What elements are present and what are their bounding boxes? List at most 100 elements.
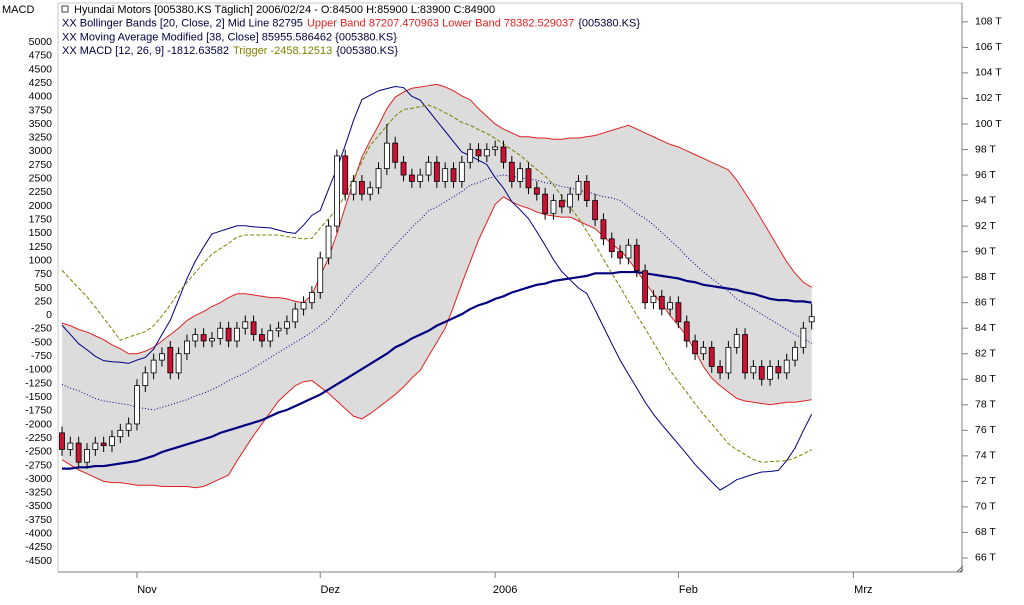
candle-body	[267, 330, 274, 342]
candle-body	[692, 340, 698, 355]
legend-line: XX Moving Average Modified [38, Close] 8…	[62, 31, 397, 43]
line-series	[61, 83, 812, 355]
candle-body	[625, 244, 632, 259]
y2-tick-label: 108 T	[975, 16, 1002, 28]
y2-tick-label: 78 T	[975, 399, 996, 411]
x-tick-label: Feb	[679, 584, 698, 596]
y-tick-label: -1500	[25, 391, 52, 403]
y2-tick-label: 86 T	[975, 296, 996, 308]
candle-body	[400, 161, 407, 176]
candle-body	[575, 181, 582, 195]
x-tick-label: Mrz	[854, 584, 872, 596]
y2-tick-label: 72 T	[975, 475, 996, 487]
x-tick-label: Dez	[320, 584, 340, 596]
y2-tick-label: 106 T	[975, 41, 1002, 53]
candle-body	[75, 442, 82, 463]
candle-body	[633, 244, 640, 272]
y2-tick-label: 98 T	[975, 143, 996, 155]
candle-body	[234, 327, 240, 342]
candle-body	[167, 346, 174, 374]
candle-body	[642, 270, 648, 304]
y-tick-label: 3750	[29, 104, 53, 116]
candle-body	[375, 168, 382, 189]
y-tick-label: -3000	[25, 473, 52, 485]
y-tick-label: 1250	[29, 241, 53, 253]
legend-text: XX Bollinger Bands [20, Close, 2] Mid Li…	[62, 18, 303, 30]
x-tick-label: Nov	[137, 584, 157, 596]
resize-grip	[956, 565, 964, 573]
candle-body	[300, 302, 307, 310]
legend-line: Hyundai Motors [005380.KS Täglich] 2006/…	[74, 4, 495, 16]
line-series	[61, 85, 813, 491]
y-tick-label: -1000	[25, 364, 52, 376]
candle-body	[67, 442, 74, 450]
y-tick-label: -1250	[25, 377, 52, 389]
y2-tick-label: 100 T	[975, 118, 1002, 130]
candle-body	[367, 187, 374, 195]
candle-body	[458, 161, 465, 182]
candle-body	[775, 366, 782, 374]
candle-body	[792, 346, 798, 361]
line-series	[61, 104, 812, 463]
y-tick-label: 2750	[29, 159, 53, 171]
y-tick-label: -500	[31, 336, 52, 348]
candle-body	[733, 334, 740, 348]
candle-body	[800, 327, 807, 348]
y2-tick-label: 80 T	[975, 373, 996, 385]
candle-body	[717, 366, 723, 374]
candle-body	[550, 200, 557, 214]
symbol-icon	[61, 5, 69, 13]
y-tick-label: -2000	[25, 418, 52, 430]
y-tick-label: -4500	[25, 555, 52, 567]
y2-tick-label: 94 T	[975, 194, 996, 206]
candle-body	[225, 327, 232, 342]
y2-tick-label: 88 T	[975, 271, 996, 283]
candle-body	[492, 146, 499, 150]
candle-body	[175, 353, 182, 374]
candle-body	[117, 429, 124, 438]
y-tick-label: 500	[34, 282, 52, 294]
y-tick-label: -3500	[25, 500, 52, 512]
candle-body	[284, 321, 290, 329]
legend-text: {005380.KS}	[578, 18, 640, 30]
y-tick-label: -4250	[25, 541, 52, 553]
candle-body	[750, 366, 757, 374]
y-tick-label: 4500	[29, 63, 53, 75]
y2-tick-label: 84 T	[975, 322, 996, 334]
y-tick-label: -750	[31, 350, 52, 362]
candle-body	[342, 155, 349, 195]
candle-body	[350, 181, 357, 195]
legend-text: {005380.KS}	[336, 45, 398, 57]
candle-body	[442, 168, 449, 182]
y-tick-label: 1500	[29, 227, 53, 239]
candle-body	[533, 187, 540, 195]
candle-body	[308, 292, 315, 304]
candle-body	[658, 295, 665, 310]
y-tick-label: 3250	[29, 132, 53, 144]
candle-body	[542, 193, 549, 214]
candle-body	[767, 366, 773, 380]
y-tick-label: 1750	[29, 214, 53, 226]
candle-body	[150, 359, 157, 374]
y-tick-label: 750	[34, 268, 52, 280]
axis-title: MACD	[2, 4, 34, 16]
candle-body	[408, 174, 415, 182]
legend-text: Trigger -2458.12513	[233, 45, 332, 57]
y-tick-label: 0	[46, 309, 52, 321]
y-tick-label: -2500	[25, 446, 52, 458]
candle-body	[433, 161, 440, 182]
candle-body	[259, 334, 265, 342]
legend-text: Hyundai Motors [005380.KS Täglich] 2006/…	[74, 4, 495, 16]
candle-body	[592, 200, 599, 221]
y-tick-label: -2750	[25, 459, 52, 471]
candle-body	[650, 295, 657, 304]
candle-body	[700, 346, 707, 355]
candle-body	[142, 372, 149, 387]
line-series	[61, 174, 812, 411]
y2-tick-label: 70 T	[975, 501, 996, 513]
candle-body	[392, 142, 399, 163]
candle-body	[500, 146, 507, 163]
candle-body	[209, 338, 215, 342]
candle-body	[667, 302, 673, 310]
y-tick-label: 250	[34, 295, 52, 307]
